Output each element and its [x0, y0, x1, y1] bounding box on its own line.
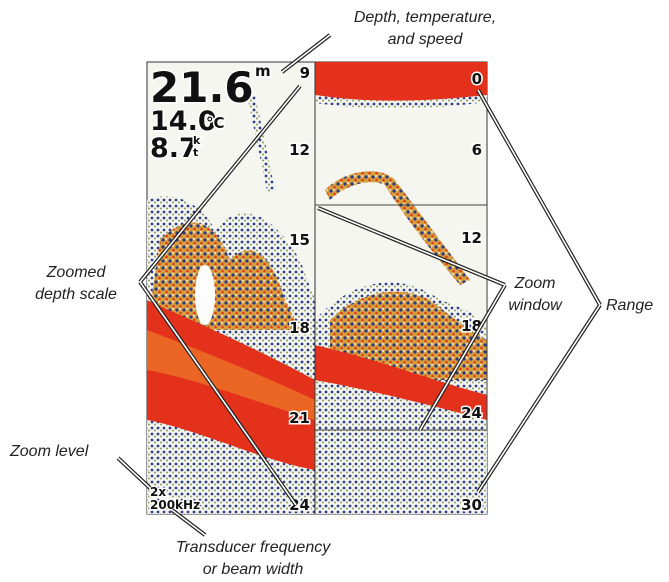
callout-label: Range	[606, 297, 653, 314]
range-scale-label: 0	[472, 70, 482, 88]
zoomed-scale-label: 12	[289, 141, 310, 159]
zoom-level: 2x	[150, 485, 166, 499]
callout-label: Zoom	[514, 275, 556, 292]
zoomed-scale-label: 18	[289, 319, 310, 337]
callout-label: depth scale	[35, 286, 117, 303]
callout-label: or beam width	[203, 561, 304, 578]
callout-label: Transducer frequency	[176, 539, 331, 556]
zoomed-scale-label: 15	[289, 231, 310, 249]
callout-label: Zoomed	[46, 264, 107, 281]
speed: 8.7	[150, 133, 198, 164]
range-scale-label: 12	[461, 229, 482, 247]
temperature-unit: °C	[206, 114, 225, 132]
callout-label: and speed	[388, 31, 464, 48]
callout-label: Zoom level	[9, 443, 89, 460]
callout-label: window	[508, 297, 563, 314]
range-scale-label: 6	[472, 141, 482, 159]
zoomed-scale-label: 21	[289, 409, 310, 427]
range-scale-label: 24	[461, 404, 482, 422]
depth-unit: m	[255, 62, 271, 80]
callout-label: Depth, temperature,	[354, 9, 496, 26]
range-scale-label: 30	[461, 496, 482, 514]
depth: 21.6	[150, 63, 254, 112]
zoomed-scale-label: 9	[300, 64, 310, 82]
figure: 21.6 m 14.0 °C 8.7 k t 2x 200kHz 9 12 15…	[0, 0, 669, 582]
speed-unit: t	[193, 146, 198, 159]
